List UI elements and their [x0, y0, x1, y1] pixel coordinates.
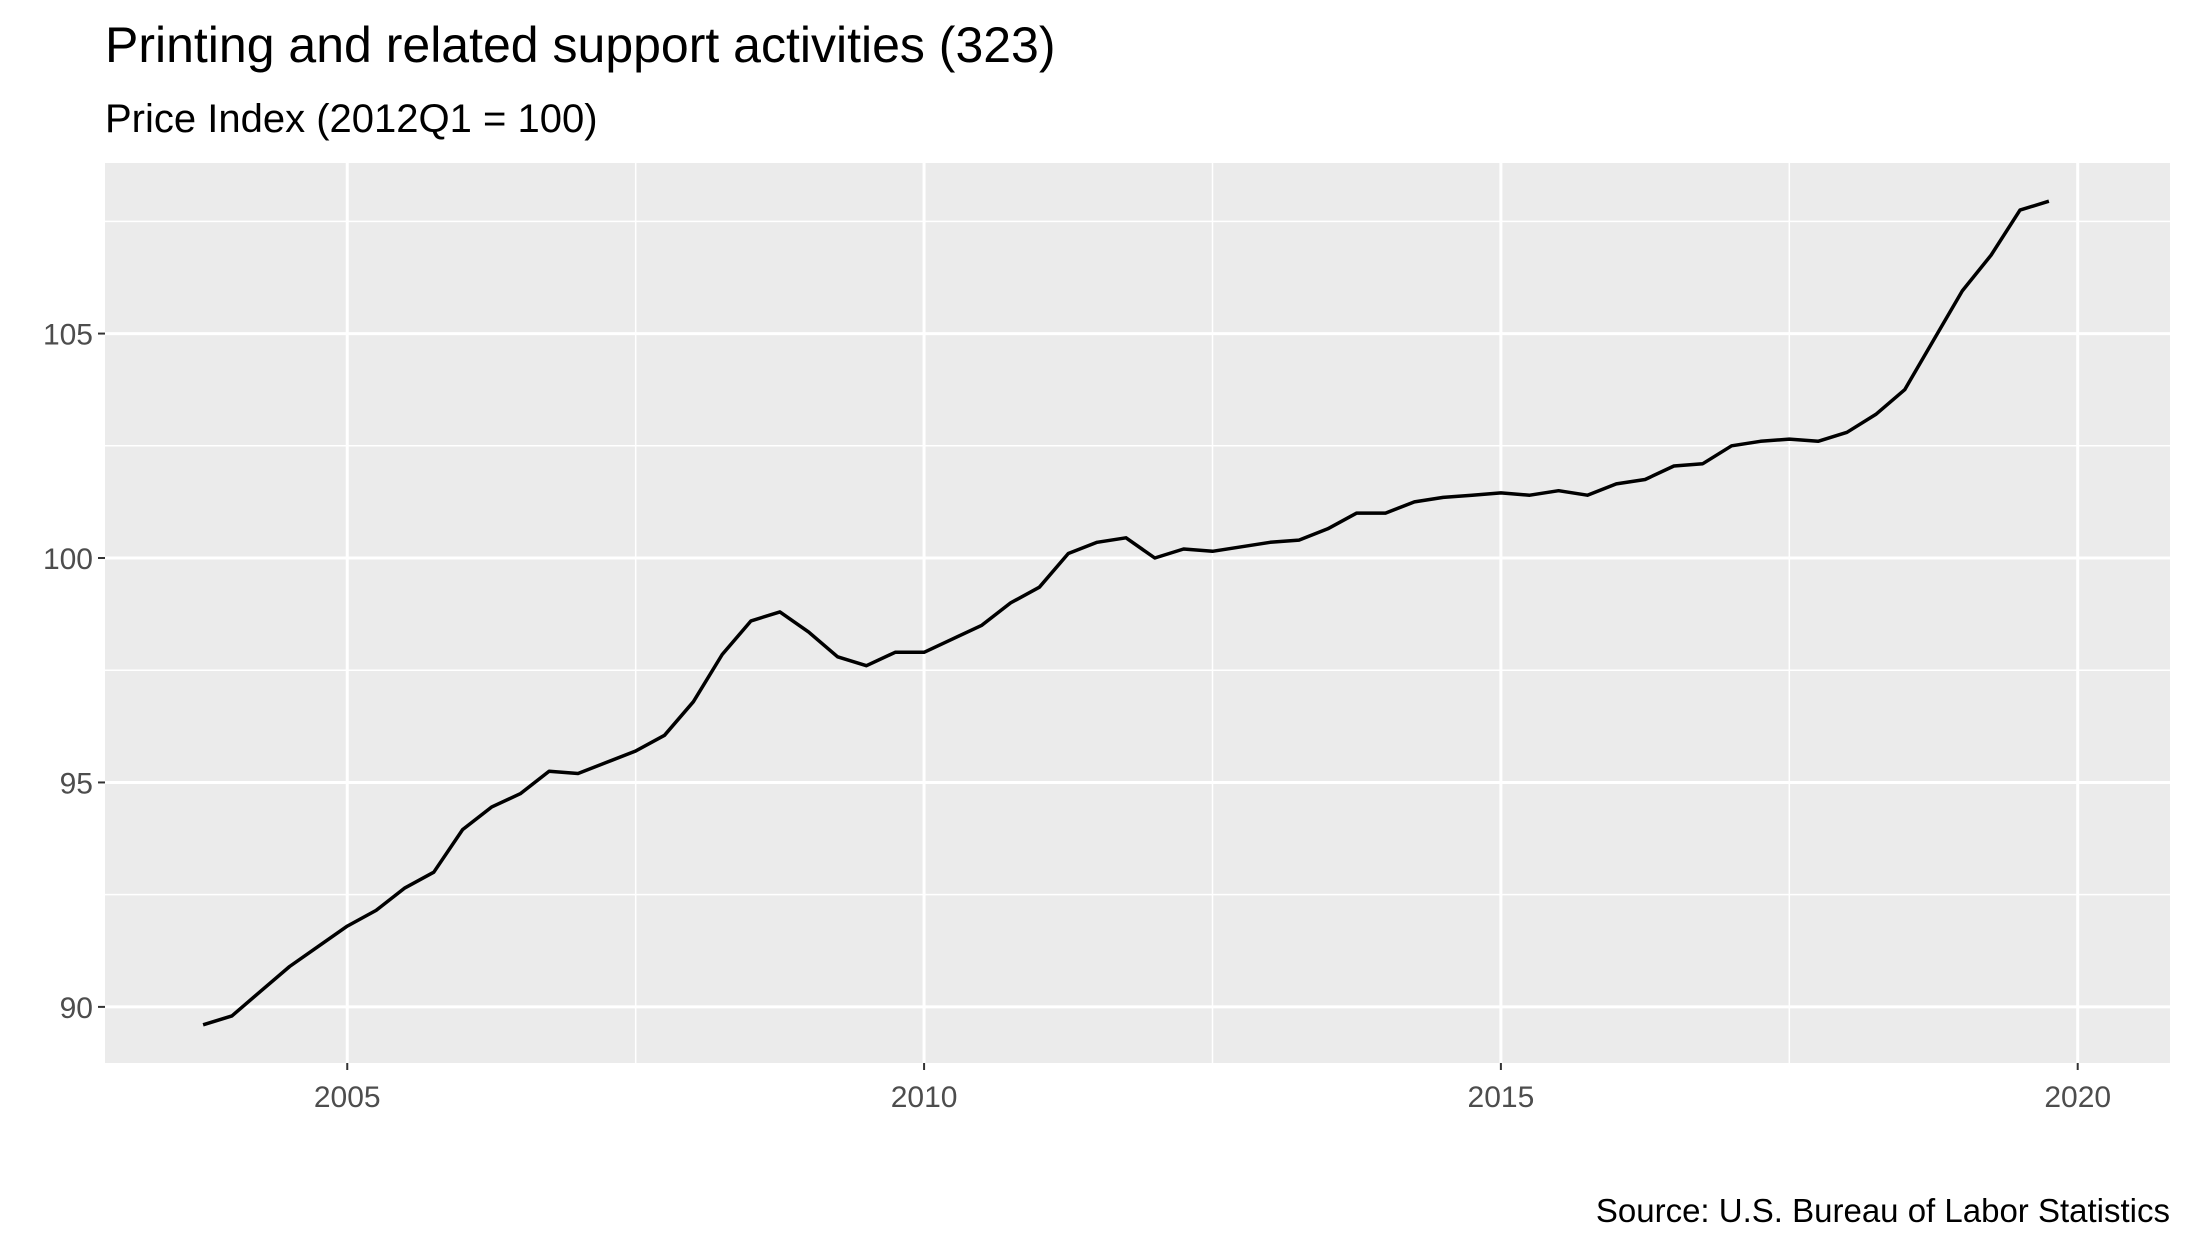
chart-title: Printing and related support activities …	[105, 17, 1056, 73]
x-tick-label: 2005	[314, 1081, 381, 1114]
x-tick-label: 2010	[891, 1081, 958, 1114]
panel-background	[105, 163, 2170, 1063]
y-tick-label: 105	[43, 319, 93, 352]
x-axis: 2005 2010 2015 2020	[314, 1063, 2111, 1114]
y-tick-label: 95	[60, 767, 93, 800]
x-tick-label: 2020	[2044, 1081, 2111, 1114]
plot-panel	[105, 163, 2170, 1063]
chart-caption: Source: U.S. Bureau of Labor Statistics	[1596, 1192, 2170, 1229]
gridlines	[105, 163, 2170, 1063]
series-layer	[202, 199, 2050, 1027]
series-line-0	[202, 199, 2050, 1027]
y-tick-label: 100	[43, 543, 93, 576]
y-tick-label: 90	[60, 992, 93, 1025]
y-axis: 90 95 100 105	[43, 319, 105, 1025]
x-tick-label: 2015	[1468, 1081, 1535, 1114]
chart-subtitle: Price Index (2012Q1 = 100)	[105, 97, 598, 141]
